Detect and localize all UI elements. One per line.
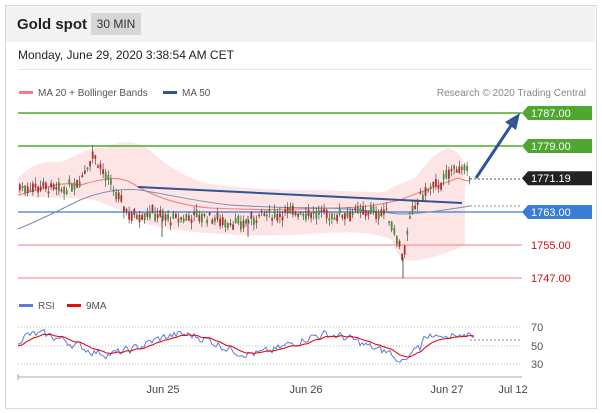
- rsi-legend: RSI 9MA: [19, 301, 107, 312]
- rsi-legend-swatch: [19, 304, 33, 307]
- price-legend: MA 20 + Bollinger Bands MA 50: [19, 88, 211, 99]
- rsi-legend-label: RSI: [38, 301, 55, 312]
- rsi-tick-50: 50: [531, 341, 543, 353]
- timeframe-badge[interactable]: 30 MIN: [91, 13, 141, 35]
- level-label-1779-00: 1779.00: [522, 139, 592, 153]
- ma20-legend-label: MA 20 + Bollinger Bands: [38, 88, 148, 99]
- x-tick-jun26: Jun 26: [289, 384, 322, 396]
- level-label-1755-00: 1755.00: [531, 240, 571, 252]
- projection-arrow: [474, 123, 514, 179]
- ma20-line: [17, 177, 471, 211]
- ma50-legend-label: MA 50: [182, 88, 211, 99]
- rsi-tick-30: 30: [531, 359, 543, 371]
- instrument-title: Gold spot: [17, 16, 87, 33]
- x-tick-jun27: Jun 27: [430, 384, 463, 396]
- svg-text:1763.00: 1763.00: [531, 207, 571, 219]
- projection-arrowhead: [505, 113, 520, 130]
- rsi-line: [17, 328, 475, 363]
- x-tick-jun25: Jun 25: [146, 384, 179, 396]
- header-divider: [18, 69, 592, 70]
- level-label-1763-00: 1763.00: [522, 205, 592, 219]
- level-label-1771-19: 1771.19: [522, 171, 592, 186]
- 9ma-legend-swatch: [67, 304, 81, 307]
- ma20-legend-swatch: [19, 91, 33, 94]
- rsi-tick-70: 70: [531, 322, 543, 334]
- svg-text:1771.19: 1771.19: [531, 173, 571, 185]
- level-label-1747-00: 1747.00: [531, 273, 571, 285]
- rsi-9ma-line: [17, 333, 475, 358]
- research-credit: Research © 2020 Trading Central: [437, 88, 586, 99]
- bollinger-band: [18, 142, 465, 261]
- trend-line: [137, 186, 463, 204]
- price-candles: [19, 145, 471, 278]
- level-labels: 1787.00 1779.00 1771.19 1763.00 1755.00 1747.…: [522, 106, 592, 285]
- ma50-line: [17, 189, 471, 230]
- timestamp: Monday, June 29, 2020 3:38:54 AM CET: [18, 48, 234, 62]
- svg-text:1747.00: 1747.00: [531, 273, 571, 285]
- svg-text:1779.00: 1779.00: [531, 141, 571, 153]
- x-tick-jul12: Jul 12: [498, 384, 527, 396]
- level-label-1787-00: 1787.00: [522, 106, 592, 120]
- svg-text:1755.00: 1755.00: [531, 240, 571, 252]
- svg-text:1787.00: 1787.00: [531, 108, 571, 120]
- 9ma-legend-label: 9MA: [86, 301, 107, 312]
- ma50-legend-swatch: [163, 91, 177, 94]
